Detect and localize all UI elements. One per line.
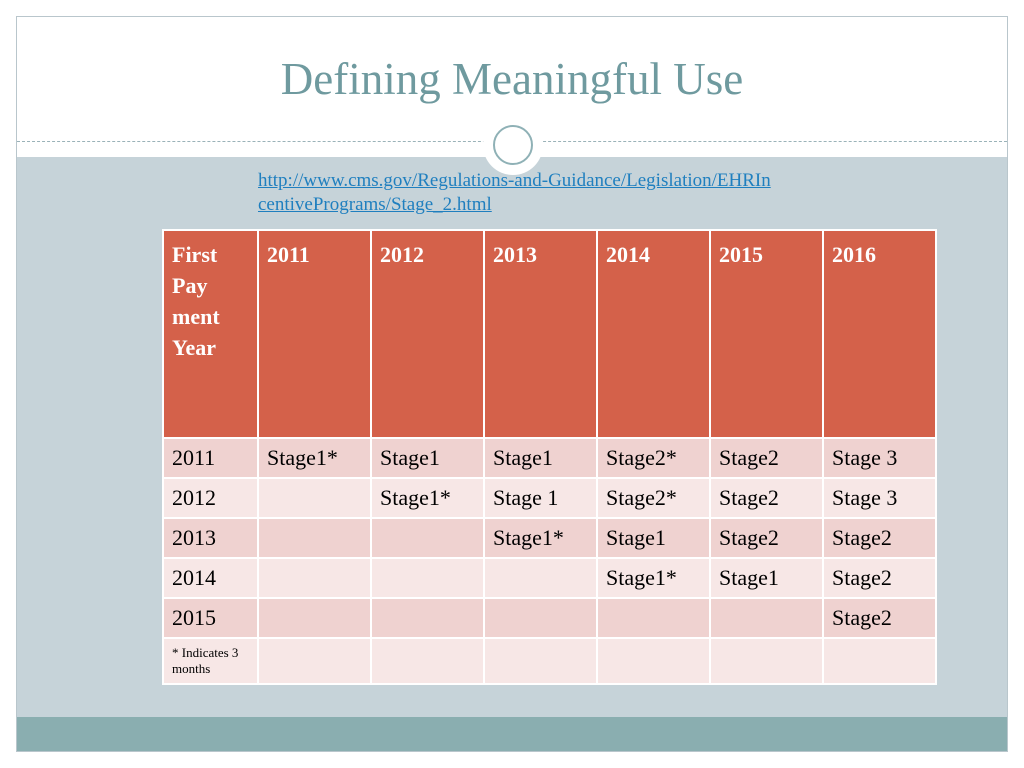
stage-cell: Stage2 [709, 437, 824, 479]
stage-cell: Stage2 [822, 597, 937, 639]
empty-cell [370, 637, 485, 685]
stage-cell: Stage2 [709, 517, 824, 559]
divider-medallion [483, 115, 543, 175]
slide-title: Defining Meaningful Use [280, 54, 744, 104]
header-year: 2015 [709, 229, 824, 439]
footnote-cell: * Indicates 3 months [162, 637, 259, 685]
stage-cell: Stage2 [822, 517, 937, 559]
stage-cell: Stage 1 [483, 477, 598, 519]
table-header-row: First Pay ment Year 2011 2012 2013 2014 … [162, 229, 937, 439]
empty-cell [822, 637, 937, 685]
stage-cell: Stage1 [370, 437, 485, 479]
empty-cell [596, 637, 711, 685]
stage-cell: Stage1* [370, 477, 485, 519]
empty-cell [709, 637, 824, 685]
table-row: 2014 Stage1* Stage1 Stage2 [162, 557, 937, 599]
stage-cell: Stage2* [596, 437, 711, 479]
cms-stage2-link[interactable]: http://www.cms.gov/Regulations-and-Guida… [258, 170, 771, 215]
header-year: 2014 [596, 229, 711, 439]
footer-band [17, 717, 1007, 751]
header-year: 2012 [370, 229, 485, 439]
header-year: 2011 [257, 229, 372, 439]
table-row: 2011 Stage1* Stage1 Stage1 Stage2* Stage… [162, 437, 937, 479]
table-row: 2013 Stage1* Stage1 Stage2 Stage2 [162, 517, 937, 559]
stage-cell: Stage2 [709, 477, 824, 519]
stage-cell [370, 597, 485, 639]
stage-cell: Stage1 [483, 437, 598, 479]
stage-cell [483, 557, 598, 599]
stage-cell: Stage1* [596, 557, 711, 599]
footnote-row: * Indicates 3 months [162, 637, 937, 685]
stage-cell: Stage1* [257, 437, 372, 479]
meaningful-use-table: First Pay ment Year 2011 2012 2013 2014 … [162, 229, 937, 685]
stage-cell [257, 517, 372, 559]
stage-cell: Stage1 [596, 517, 711, 559]
row-year-cell: 2011 [162, 437, 259, 479]
row-year-cell: 2014 [162, 557, 259, 599]
table-row: 2015 Stage2 [162, 597, 937, 639]
header-year: 2013 [483, 229, 598, 439]
row-year-cell: 2013 [162, 517, 259, 559]
stage-cell: Stage2* [596, 477, 711, 519]
stage-cell: Stage1* [483, 517, 598, 559]
stage-cell [257, 597, 372, 639]
medallion-ring-icon [493, 125, 533, 165]
stage-cell [370, 517, 485, 559]
stage-cell [257, 557, 372, 599]
stage-cell: Stage2 [822, 557, 937, 599]
stage-cell [596, 597, 711, 639]
row-year-cell: 2015 [162, 597, 259, 639]
empty-cell [257, 637, 372, 685]
stage-cell: Stage 3 [822, 477, 937, 519]
row-year-cell: 2012 [162, 477, 259, 519]
empty-cell [483, 637, 598, 685]
stage-cell: Stage 3 [822, 437, 937, 479]
stage-cell: Stage1 [709, 557, 824, 599]
stage-cell [709, 597, 824, 639]
stage-cell [483, 597, 598, 639]
stage-cell [257, 477, 372, 519]
header-first-payment-year: First Pay ment Year [162, 229, 259, 439]
header-year: 2016 [822, 229, 937, 439]
slide: Defining Meaningful Use http://www.cms.g… [16, 16, 1008, 752]
table-row: 2012 Stage1* Stage 1 Stage2* Stage2 Stag… [162, 477, 937, 519]
stage-cell [370, 557, 485, 599]
footnote-text: * Indicates 3 months [172, 645, 239, 676]
